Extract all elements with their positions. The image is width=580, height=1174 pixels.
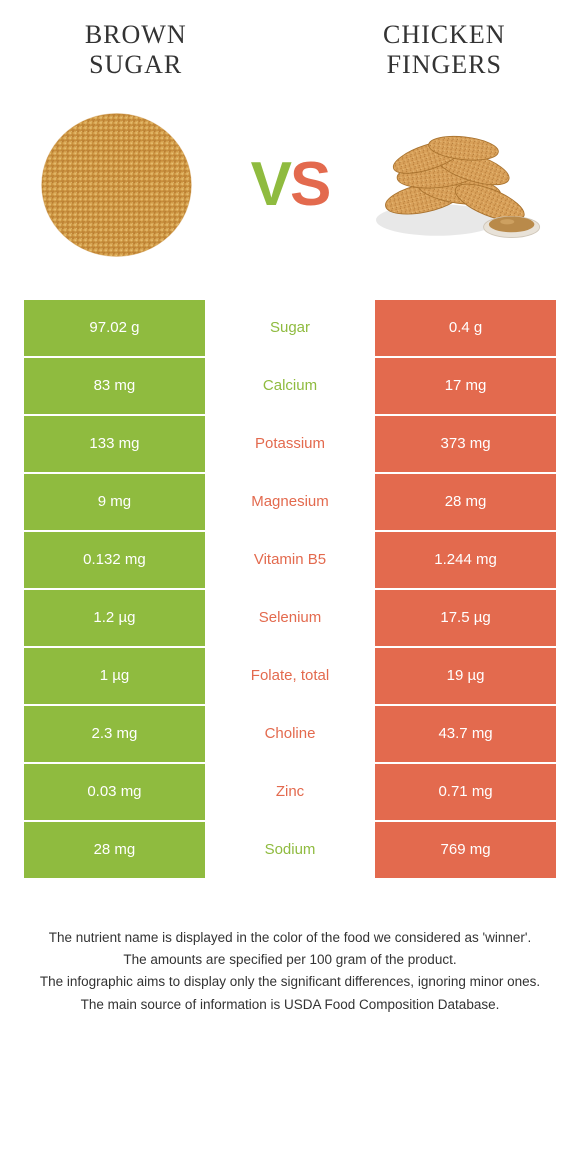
left-value-cell: 0.132 mg: [24, 532, 205, 588]
nutrient-name-cell: Vitamin B5: [207, 532, 373, 588]
right-title-line2: FINGERS: [387, 50, 502, 79]
nutrient-row: 9 mgMagnesium28 mg: [24, 474, 556, 530]
nutrient-name-cell: Calcium: [207, 358, 373, 414]
right-value-cell: 43.7 mg: [375, 706, 556, 762]
nutrient-row: 1 µgFolate, total19 µg: [24, 648, 556, 704]
nutrient-row: 83 mgCalcium17 mg: [24, 358, 556, 414]
nutrient-name-cell: Zinc: [207, 764, 373, 820]
left-food-title: BROWN SUGAR: [24, 20, 247, 80]
left-value-cell: 0.03 mg: [24, 764, 205, 820]
footnote-line: The amounts are specified per 100 gram o…: [34, 950, 546, 970]
images-row: VS: [24, 100, 556, 270]
left-value-cell: 83 mg: [24, 358, 205, 414]
right-value-cell: 373 mg: [375, 416, 556, 472]
nutrient-row: 133 mgPotassium373 mg: [24, 416, 556, 472]
right-value-cell: 0.4 g: [375, 300, 556, 356]
nutrient-row: 28 mgSodium769 mg: [24, 822, 556, 878]
vs-s: S: [290, 150, 329, 219]
vs-v: V: [251, 150, 290, 219]
nutrient-table: 97.02 gSugar0.4 g83 mgCalcium17 mg133 mg…: [24, 300, 556, 878]
nutrient-name-cell: Sodium: [207, 822, 373, 878]
nutrient-name-cell: Sugar: [207, 300, 373, 356]
nutrient-name-cell: Selenium: [207, 590, 373, 646]
nutrient-row: 0.132 mgVitamin B51.244 mg: [24, 532, 556, 588]
nutrient-row: 1.2 µgSelenium17.5 µg: [24, 590, 556, 646]
left-value-cell: 97.02 g: [24, 300, 205, 356]
right-value-cell: 28 mg: [375, 474, 556, 530]
nutrient-name-cell: Potassium: [207, 416, 373, 472]
vs-label: VS: [251, 149, 330, 220]
nutrient-name-cell: Magnesium: [207, 474, 373, 530]
header-titles: BROWN SUGAR CHICKEN FINGERS: [24, 20, 556, 80]
nutrient-name-cell: Folate, total: [207, 648, 373, 704]
footnote-line: The main source of information is USDA F…: [34, 995, 546, 1015]
infographic-container: BROWN SUGAR CHICKEN FINGERS: [0, 0, 580, 1037]
left-value-cell: 133 mg: [24, 416, 205, 472]
right-value-cell: 19 µg: [375, 648, 556, 704]
nutrient-row: 0.03 mgZinc0.71 mg: [24, 764, 556, 820]
right-food-title: CHICKEN FINGERS: [333, 20, 556, 80]
nutrient-name-cell: Choline: [207, 706, 373, 762]
chicken-fingers-image: [371, 100, 556, 270]
left-value-cell: 9 mg: [24, 474, 205, 530]
right-value-cell: 17 mg: [375, 358, 556, 414]
nutrient-row: 97.02 gSugar0.4 g: [24, 300, 556, 356]
left-value-cell: 1 µg: [24, 648, 205, 704]
footnote-line: The infographic aims to display only the…: [34, 972, 546, 992]
left-title-line1: BROWN: [85, 20, 187, 49]
left-value-cell: 1.2 µg: [24, 590, 205, 646]
right-value-cell: 0.71 mg: [375, 764, 556, 820]
footnote-line: The nutrient name is displayed in the co…: [34, 928, 546, 948]
right-title-line1: CHICKEN: [383, 20, 506, 49]
right-value-cell: 769 mg: [375, 822, 556, 878]
left-value-cell: 28 mg: [24, 822, 205, 878]
footnotes: The nutrient name is displayed in the co…: [24, 928, 556, 1015]
right-value-cell: 17.5 µg: [375, 590, 556, 646]
left-value-cell: 2.3 mg: [24, 706, 205, 762]
left-title-line2: SUGAR: [89, 50, 182, 79]
brown-sugar-image: [24, 100, 209, 270]
right-value-cell: 1.244 mg: [375, 532, 556, 588]
nutrient-row: 2.3 mgCholine43.7 mg: [24, 706, 556, 762]
